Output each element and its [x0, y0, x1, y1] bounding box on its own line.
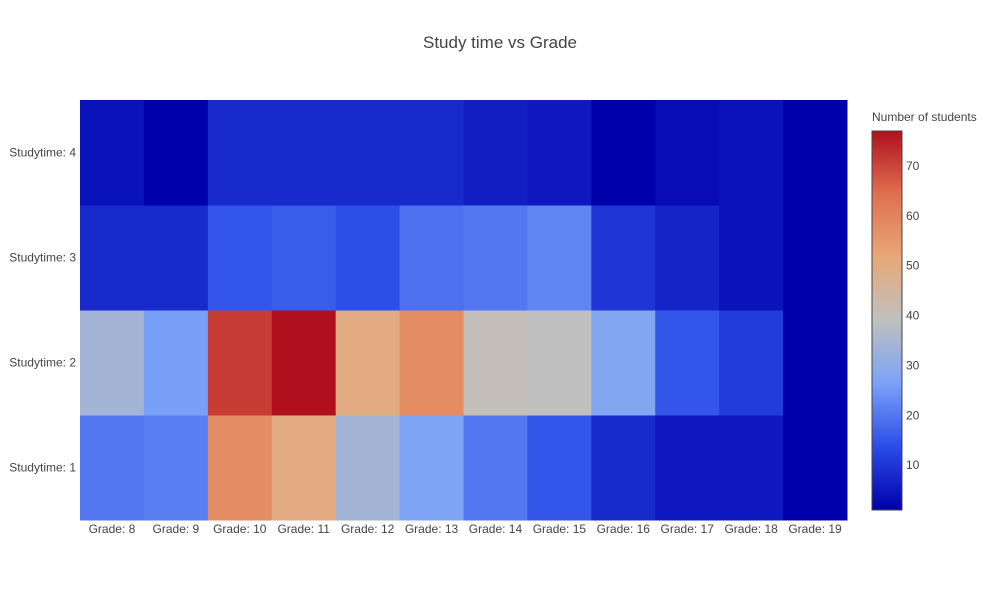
x-tick-label: Grade: 14	[469, 522, 523, 536]
heatmap-cell	[143, 310, 209, 416]
heatmap-cell	[463, 415, 528, 521]
heatmap-cell	[463, 205, 528, 311]
heatmap-cell	[527, 100, 592, 206]
colorbar-tick-label: 40	[906, 309, 920, 323]
heatmap-cell	[655, 100, 720, 206]
heatmap-cell	[719, 205, 784, 311]
heatmap-cells	[80, 100, 848, 521]
x-tick-label: Grade: 13	[405, 522, 459, 536]
heatmap-cell	[399, 310, 464, 416]
x-tick-label: Grade: 12	[341, 522, 395, 536]
heatmap-cell	[80, 415, 145, 521]
heatmap-cell	[655, 415, 720, 521]
x-tick-label: Grade: 11	[277, 522, 330, 536]
x-tick-label: Grade: 8	[89, 522, 136, 536]
heatmap-cell	[207, 205, 273, 311]
heatmap-cell	[399, 415, 464, 521]
heatmap-cell	[783, 100, 848, 206]
heatmap-cell	[527, 205, 592, 311]
heatmap-cell	[80, 310, 145, 416]
x-axis-ticks: Grade: 8 Grade: 9 Grade: 10 Grade: 11 Grade:…	[89, 522, 842, 536]
x-tick-label: Grade: 16	[597, 522, 651, 536]
y-tick-label: Studytime: 3	[9, 251, 76, 265]
heatmap-cell	[463, 310, 528, 416]
colorbar-tick-label: 30	[906, 358, 920, 372]
heatmap-cell	[463, 100, 528, 206]
heatmap-cell	[271, 415, 337, 521]
heatmap-cell	[207, 100, 273, 206]
heatmap-cell	[335, 415, 401, 521]
heatmap-cell	[399, 205, 464, 311]
heatmap-cell	[80, 205, 145, 311]
x-tick-label: Grade: 17	[661, 522, 715, 536]
heatmap-cell	[271, 310, 337, 416]
heatmap-cell	[591, 310, 656, 416]
colorbar-tick-label: 20	[906, 408, 920, 422]
colorbar-tick-label: 50	[906, 259, 920, 273]
heatmap-cell	[271, 205, 337, 311]
heatmap-cell	[207, 310, 273, 416]
chart-title: Study time vs Grade	[422, 33, 577, 52]
heatmap-cell	[783, 415, 848, 521]
x-tick-label: Grade: 15	[533, 522, 587, 536]
heatmap-cell	[655, 205, 720, 311]
colorbar-tick-label: 60	[906, 209, 920, 223]
heatmap-cell	[719, 415, 784, 521]
heatmap-cell	[527, 310, 592, 416]
heatmap-cell	[719, 100, 784, 206]
heatmap-cell	[143, 415, 209, 521]
colorbar: Number of students 10 20 30 40 50 60 70	[871, 110, 977, 511]
heatmap-cell	[719, 310, 784, 416]
heatmap-cell	[655, 310, 720, 416]
colorbar-tick-label: 10	[906, 458, 920, 472]
y-tick-label: Studytime: 4	[9, 146, 76, 160]
x-tick-label: Grade: 10	[213, 522, 267, 536]
colorbar-title: Number of students	[872, 110, 977, 124]
heatmap-cell	[783, 205, 848, 311]
heatmap-cell	[271, 100, 337, 206]
heatmap-cell	[335, 310, 401, 416]
x-tick-label: Grade: 9	[153, 522, 200, 536]
heatmap-cell	[399, 100, 464, 206]
heatmap-cell	[80, 100, 145, 206]
heatmap-cell	[335, 100, 401, 206]
heatmap-cell	[591, 205, 656, 311]
heatmap-cell	[783, 310, 848, 416]
heatmap-cell	[527, 415, 592, 521]
heatmap-cell	[143, 205, 209, 311]
colorbar-tick-label: 70	[906, 159, 920, 173]
y-tick-label: Studytime: 2	[9, 356, 76, 370]
y-axis-ticks: Studytime: 1 Studytime: 2 Studytime: 3 Stud…	[9, 146, 76, 475]
y-tick-label: Studytime: 1	[9, 461, 76, 475]
heatmap-cell	[591, 100, 656, 206]
heatmap-cell	[143, 100, 209, 206]
x-tick-label: Grade: 19	[788, 522, 842, 536]
x-tick-label: Grade: 18	[724, 522, 778, 536]
heatmap-cell	[207, 415, 273, 521]
heatmap-cell	[335, 205, 401, 311]
heatmap-cell	[591, 415, 656, 521]
colorbar-gradient	[871, 130, 903, 511]
